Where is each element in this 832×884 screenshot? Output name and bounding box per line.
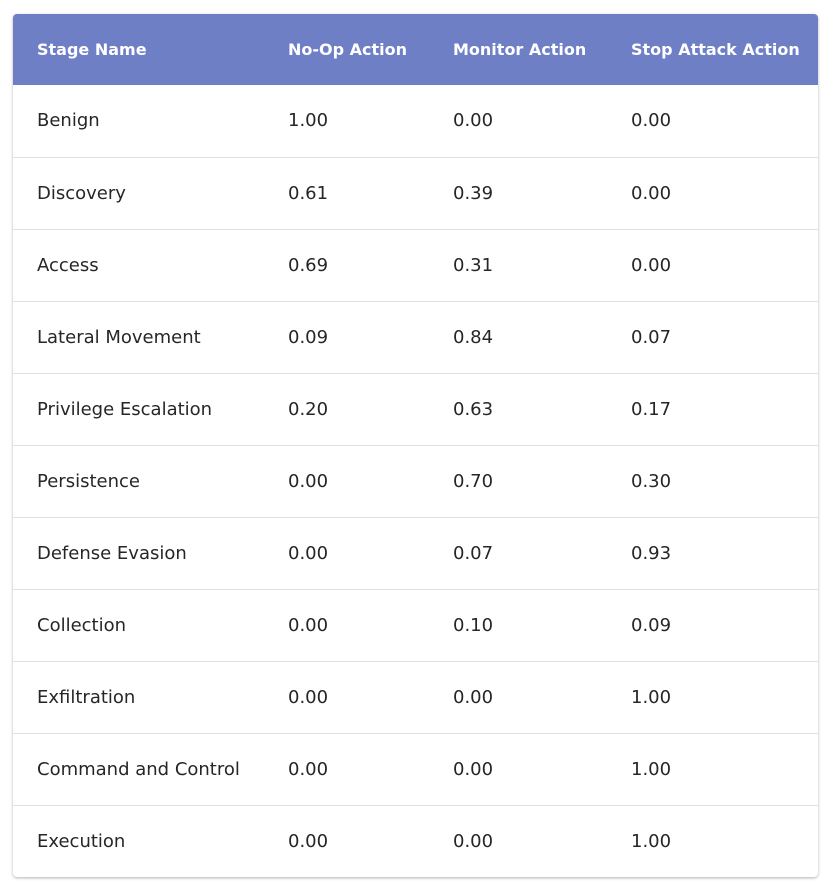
cell-stage-name: Execution [37,830,126,852]
cell-no-op: 0.00 [288,542,329,564]
cell-no-op: 1.00 [288,110,329,132]
cell-stage-name: Privilege Escalation [37,398,213,420]
cell-no-op: 0.00 [288,614,329,636]
cell-monitor: 0.31 [453,254,494,276]
cell-monitor: 0.63 [453,398,494,420]
cell-stage-name: Access [37,254,99,276]
cell-stop-attack: 0.93 [631,542,672,564]
table-row: Execution 0.00 0.00 1.00 [13,805,818,877]
table-row: Exfiltration 0.00 0.00 1.00 [13,661,818,733]
cell-no-op: 0.00 [288,686,329,708]
table-body: Benign 1.00 0.00 0.00 Discovery 0.61 0.3… [13,85,818,877]
cell-no-op: 0.09 [288,326,329,348]
cell-stop-attack: 0.17 [631,398,672,420]
cell-stop-attack: 1.00 [631,686,672,708]
cell-stage-name: Collection [37,614,127,636]
table-row: Defense Evasion 0.00 0.07 0.93 [13,517,818,589]
cell-no-op: 0.61 [288,182,329,204]
cell-monitor: 0.07 [453,542,494,564]
header-monitor-action: Monitor Action [453,40,587,59]
table-row: Persistence 0.00 0.70 0.30 [13,445,818,517]
cell-stop-attack: 1.00 [631,758,672,780]
header-stage-name: Stage Name [37,40,147,59]
table-row: Collection 0.00 0.10 0.09 [13,589,818,661]
cell-stage-name: Exfiltration [37,686,136,708]
table-row: Command and Control 0.00 0.00 1.00 [13,733,818,805]
header-stop-attack-action: Stop Attack Action [631,40,800,59]
cell-monitor: 0.39 [453,182,494,204]
cell-monitor: 0.00 [453,110,494,132]
cell-no-op: 0.00 [288,830,329,852]
cell-stage-name: Benign [37,110,100,132]
cell-no-op: 0.69 [288,254,329,276]
cell-stage-name: Discovery [37,182,126,204]
cell-stop-attack: 1.00 [631,830,672,852]
table-row: Benign 1.00 0.00 0.00 [13,85,818,157]
table-header: Stage Name No-Op Action Monitor Action S… [13,14,818,85]
cell-monitor: 0.70 [453,470,494,492]
header-row: Stage Name No-Op Action Monitor Action S… [13,14,818,85]
cell-stage-name: Defense Evasion [37,542,187,564]
cell-monitor: 0.00 [453,686,494,708]
cell-stop-attack: 0.00 [631,254,672,276]
cell-monitor: 0.00 [453,830,494,852]
cell-stop-attack: 0.00 [631,110,672,132]
cell-no-op: 0.00 [288,470,329,492]
cell-stop-attack: 0.30 [631,470,672,492]
cell-monitor: 0.84 [453,326,494,348]
table-row: Access 0.69 0.31 0.00 [13,229,818,301]
cell-stop-attack: 0.07 [631,326,672,348]
cell-monitor: 0.10 [453,614,494,636]
cell-stage-name: Lateral Movement [37,326,201,348]
header-no-op-action: No-Op Action [288,40,408,59]
stage-action-table-card: Stage Name No-Op Action Monitor Action S… [13,14,818,877]
cell-stage-name: Persistence [37,470,140,492]
cell-monitor: 0.00 [453,758,494,780]
table-row: Privilege Escalation 0.20 0.63 0.17 [13,373,818,445]
cell-stop-attack: 0.09 [631,614,672,636]
cell-no-op: 0.00 [288,758,329,780]
cell-stage-name: Command and Control [37,758,240,780]
stage-action-table: Stage Name No-Op Action Monitor Action S… [13,14,818,877]
cell-no-op: 0.20 [288,398,329,420]
table-row: Lateral Movement 0.09 0.84 0.07 [13,301,818,373]
cell-stop-attack: 0.00 [631,182,672,204]
table-row: Discovery 0.61 0.39 0.00 [13,157,818,229]
